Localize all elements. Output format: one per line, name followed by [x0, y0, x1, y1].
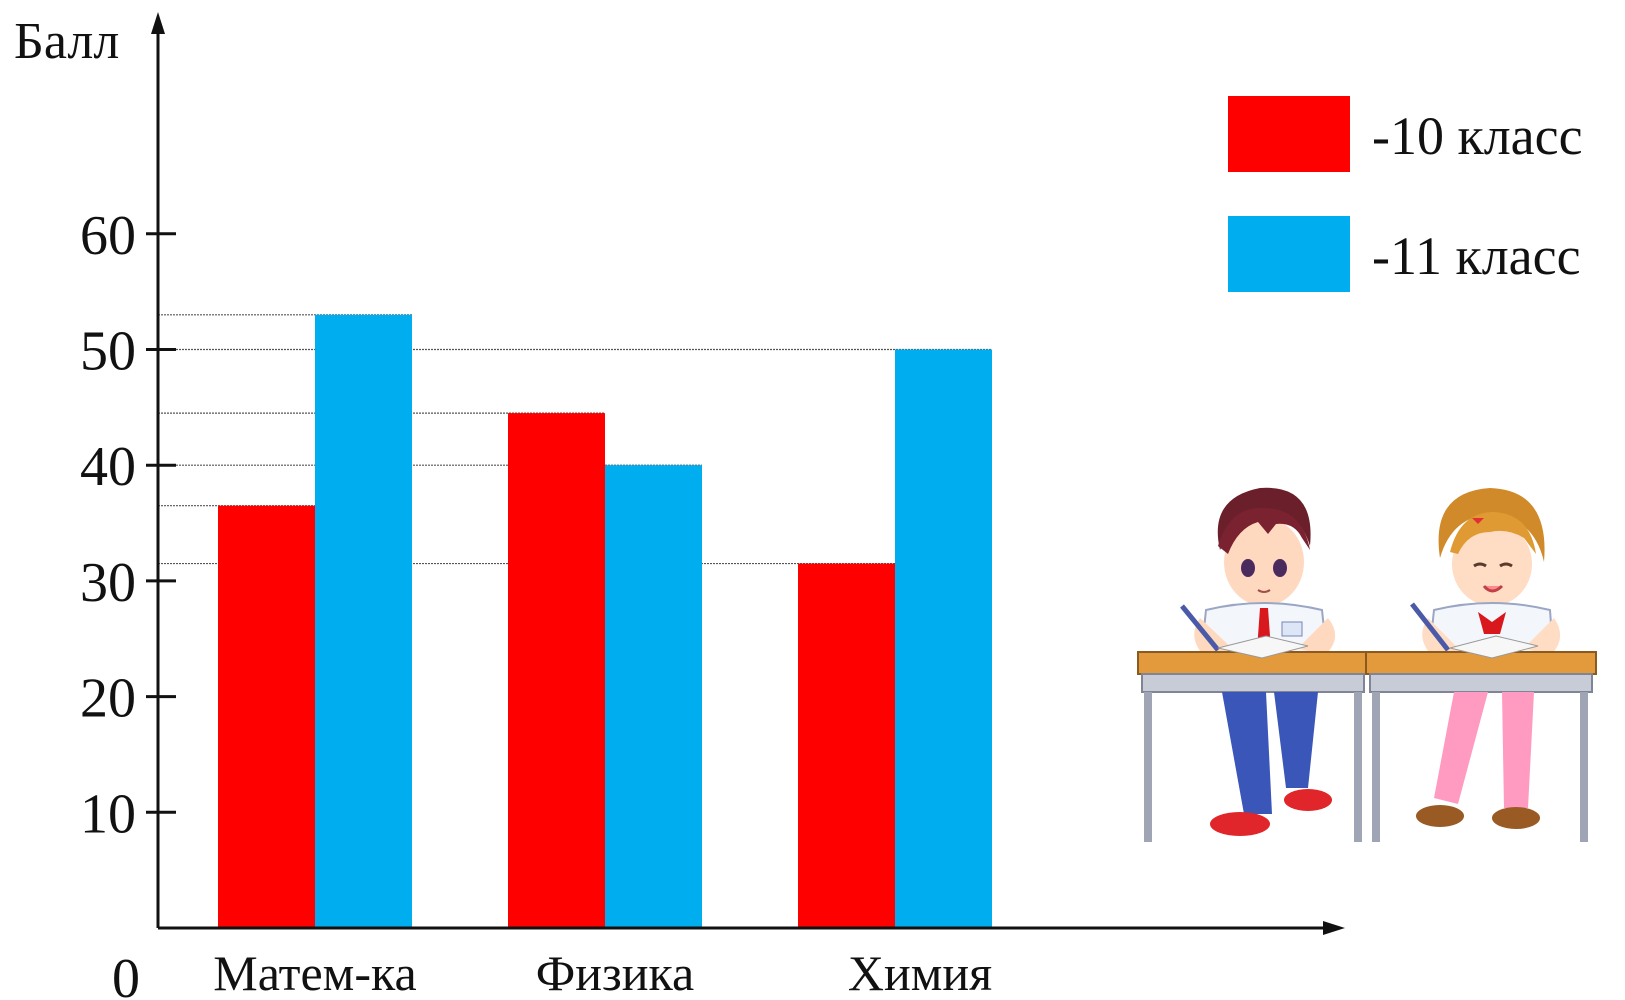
bars	[218, 314, 992, 928]
bar-11-klass-2	[605, 465, 702, 928]
y-tick-label-20: 20	[80, 668, 136, 730]
girl-student-at-desk-icon	[1365, 488, 1597, 842]
y-axis-arrow	[151, 12, 165, 34]
y-tick-label-50: 50	[80, 321, 136, 383]
boy-student-at-desk-icon	[1137, 487, 1369, 842]
x-category-label-2: Физика	[536, 945, 695, 1000]
legend-swatch-1	[1228, 96, 1350, 172]
y-tick-label-60: 60	[80, 205, 136, 267]
y-tick-label-10: 10	[80, 783, 136, 845]
bar-10-klass-3	[798, 563, 895, 928]
legend-swatch-2	[1228, 216, 1350, 292]
x-category-label-1: Матем-ка	[213, 945, 416, 1000]
y-tick-label-40: 40	[80, 436, 136, 498]
bar-10-klass-1	[218, 505, 315, 928]
y-tick-label-30: 30	[80, 552, 136, 614]
bar-11-klass-3	[895, 349, 992, 928]
x-category-label-3: Химия	[848, 945, 992, 1000]
y-ticks: 10 20 30 40 50 60	[80, 205, 176, 845]
bar-11-klass-1	[315, 314, 412, 928]
legend: -10 класс -11 класс	[1228, 96, 1583, 292]
bar-10-klass-2	[508, 413, 605, 928]
origin-label: 0	[112, 948, 140, 1000]
x-category-labels: Матем-ка Физика Химия	[213, 945, 992, 1000]
axes	[151, 12, 1345, 935]
legend-label-2: -11 класс	[1372, 226, 1581, 286]
legend-label-1: -10 класс	[1372, 106, 1583, 166]
x-axis-arrow	[1323, 921, 1345, 935]
y-axis-label: Балл	[14, 13, 119, 70]
